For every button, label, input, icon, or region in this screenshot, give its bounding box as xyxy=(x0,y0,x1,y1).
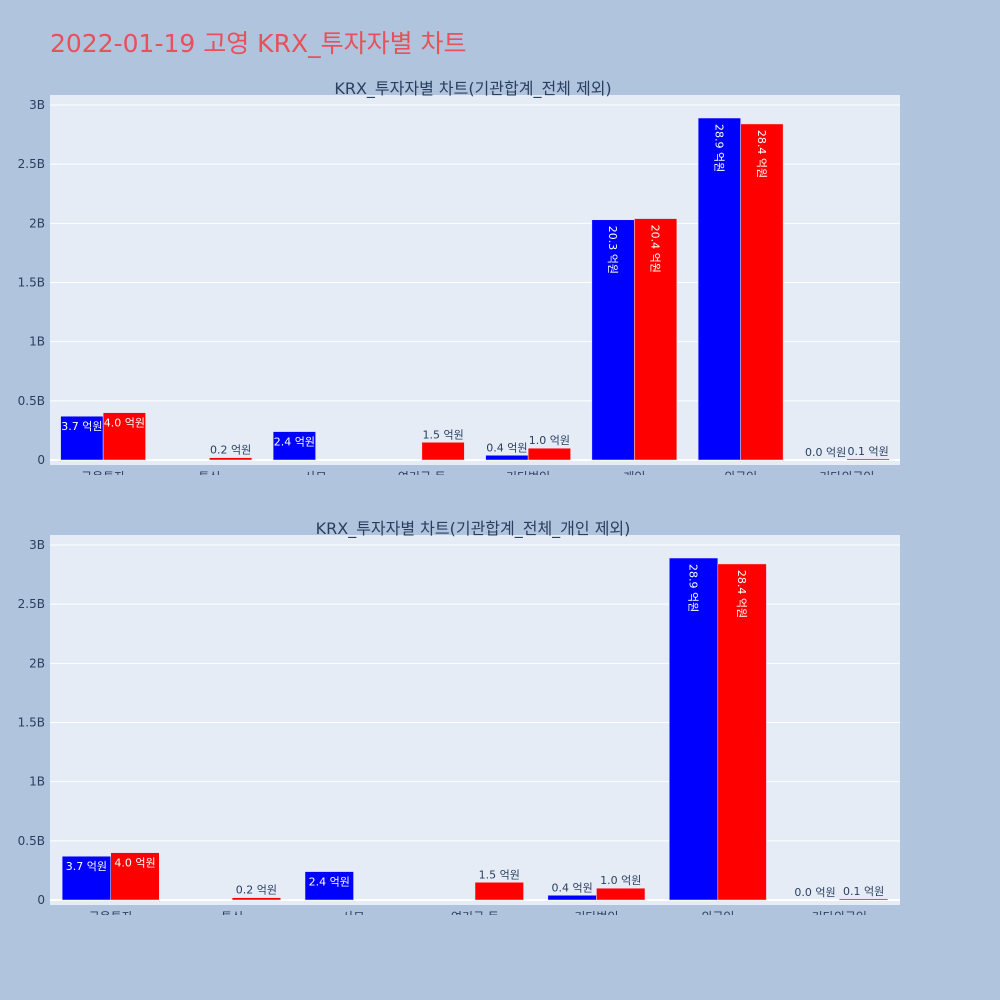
x-tick-label: 외국인 xyxy=(724,470,757,475)
x-tick-label: 연기금 등 xyxy=(398,470,446,475)
data-label: 0.1 억원 xyxy=(848,445,889,458)
bar xyxy=(740,123,784,461)
x-tick-label: 기타외국인 xyxy=(812,910,867,915)
x-tick-label: 투신 xyxy=(221,910,243,915)
y-tick-label: 0 xyxy=(37,893,45,907)
data-label: 28.4 억원 xyxy=(755,130,768,178)
data-label: 20.3 억원 xyxy=(606,226,619,274)
plot-area xyxy=(50,535,900,905)
y-tick-label: 3B xyxy=(29,98,45,112)
bar xyxy=(110,852,160,901)
bar xyxy=(61,855,111,901)
y-tick-label: 1.5B xyxy=(18,276,45,290)
data-label: 0.2 억원 xyxy=(210,444,251,457)
bar xyxy=(102,412,146,461)
bar xyxy=(846,458,890,461)
page-title: 2022-01-19 고영 KRX_투자자별 차트 xyxy=(50,29,467,58)
x-tick-label: 개인 xyxy=(623,470,645,475)
x-tick-label: 사모 xyxy=(305,470,327,475)
y-tick-label: 2B xyxy=(29,216,45,230)
data-label: 1.0 억원 xyxy=(529,434,570,447)
y-tick-label: 0 xyxy=(37,453,45,467)
x-tick-label: 기타법인 xyxy=(506,470,550,475)
bar xyxy=(634,218,678,461)
x-tick-label: 투신 xyxy=(198,470,220,475)
y-tick-label: 1.5B xyxy=(18,716,45,730)
data-label: 28.4 억원 xyxy=(735,570,748,618)
chart-investor-excl-individual: KRX_투자자별 차트(기관합계_전체_개인 제외) 0 0.5B 1B 1.5B 2B 2… xyxy=(18,519,900,915)
bar xyxy=(697,117,741,461)
chart-title: KRX_투자자별 차트(기관합계_전체_개인 제외) xyxy=(316,519,631,539)
x-tick-label: 기타법인 xyxy=(574,910,618,915)
bar xyxy=(272,431,316,461)
data-label: 3.7 억원 xyxy=(61,420,102,433)
bar xyxy=(421,442,465,461)
data-label: 2.4 억원 xyxy=(309,876,350,889)
data-label: 1.5 억원 xyxy=(423,428,464,441)
y-tick-label: 3B xyxy=(29,538,45,552)
bar xyxy=(474,882,524,901)
data-label: 1.0 억원 xyxy=(600,874,641,887)
y-tick-label: 2B xyxy=(29,656,45,670)
data-label: 0.1 억원 xyxy=(843,885,884,898)
bar xyxy=(591,219,635,461)
chart-investor-total: KRX_투자자별 차트(기관합계_전체 제외) 0 0.5B 1B 1.5B 2B 2.5B… xyxy=(18,79,900,475)
data-label: 28.9 억원 xyxy=(687,564,700,612)
y-tick-label: 1B xyxy=(29,775,45,789)
bar xyxy=(669,557,719,901)
x-tick-label: 금융투자 xyxy=(81,470,125,475)
bar xyxy=(304,871,354,901)
bar xyxy=(209,457,253,461)
y-tick-label: 2.5B xyxy=(18,597,45,611)
y-tick-label: 2.5B xyxy=(18,157,45,171)
bar xyxy=(485,455,529,461)
data-label: 0.2 억원 xyxy=(236,884,277,897)
x-tick-label: 기타외국인 xyxy=(819,470,874,475)
data-label: 0.4 억원 xyxy=(486,441,527,454)
data-label: 0.0 억원 xyxy=(805,446,846,459)
bar xyxy=(839,898,889,901)
bar xyxy=(596,887,646,901)
data-label: 28.9 억원 xyxy=(712,124,725,172)
bar xyxy=(717,563,767,901)
data-label: 2.4 억원 xyxy=(274,436,315,449)
bar xyxy=(547,895,597,901)
x-tick-label: 외국인 xyxy=(701,910,734,915)
y-tick-label: 0.5B xyxy=(18,834,45,848)
y-tick-label: 1B xyxy=(29,335,45,349)
x-tick-label: 사모 xyxy=(343,910,365,915)
data-label: 0.0 억원 xyxy=(794,886,835,899)
data-label: 4.0 억원 xyxy=(104,417,145,430)
data-label: 0.4 억원 xyxy=(552,881,593,894)
data-label: 4.0 억원 xyxy=(114,857,155,870)
x-tick-label: 금융투자 xyxy=(89,910,133,915)
data-label: 20.4 억원 xyxy=(649,225,662,273)
y-tick-label: 0.5B xyxy=(18,394,45,408)
chart-title: KRX_투자자별 차트(기관합계_전체 제외) xyxy=(334,79,611,99)
bar xyxy=(527,447,571,461)
bar xyxy=(231,897,281,901)
x-tick-label: 연기금 등 xyxy=(451,910,499,915)
data-label: 3.7 억원 xyxy=(66,860,107,873)
data-label: 1.5 억원 xyxy=(479,868,520,881)
